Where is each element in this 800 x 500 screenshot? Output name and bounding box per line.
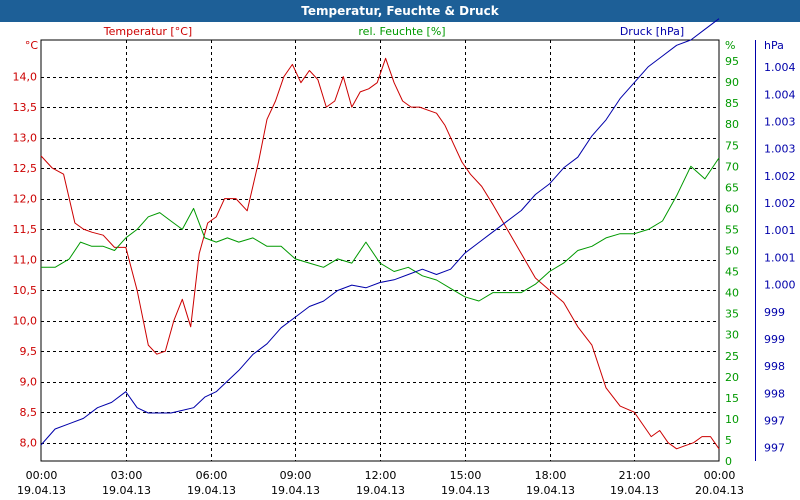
pressure-tick-label: 1.004: [764, 61, 796, 74]
x-tick-date: 19.04.13: [441, 484, 490, 497]
pressure-tick-label: 999: [764, 306, 785, 319]
humidity-tick-label: 95: [725, 55, 739, 68]
humidity-tick-label: 90: [725, 76, 739, 89]
pressure-tick-label: 1.003: [764, 116, 796, 129]
pressure-tick-label: 997: [764, 442, 785, 455]
pressure-tick-label: 1.003: [764, 143, 796, 156]
pressure-tick-label: 1.002: [764, 170, 796, 183]
humidity-tick-label: 20: [725, 371, 739, 384]
temperature-tick-label: 13,5: [13, 101, 38, 114]
humidity-axis-label: rel. Feuchte [%]: [358, 25, 445, 38]
humidity-tick-label: 45: [725, 266, 739, 279]
pressure-tick-label: 998: [764, 387, 785, 400]
pressure-tick-label: 997: [764, 414, 785, 427]
x-tick-time: 03:00: [111, 469, 143, 482]
humidity-unit: %: [725, 39, 735, 52]
x-tick-time: 18:00: [535, 469, 567, 482]
x-tick-time: 15:00: [450, 469, 482, 482]
humidity-tick-label: 50: [725, 245, 739, 258]
x-tick-time: 12:00: [365, 469, 397, 482]
temperature-tick-label: 14,0: [13, 71, 38, 84]
temperature-tick-label: 10,5: [13, 284, 38, 297]
humidity-tick-label: 30: [725, 329, 739, 342]
x-tick-date: 19.04.13: [17, 484, 66, 497]
temperature-series-line: [40, 57, 720, 450]
x-tick-time: 06:00: [196, 469, 228, 482]
temperature-tick-label: 8,0: [20, 437, 38, 450]
humidity-tick-label: 70: [725, 160, 739, 173]
chart-title: Temperatur, Feuchte & Druck: [301, 4, 499, 18]
humidity-tick-label: 25: [725, 350, 739, 363]
x-tick-date: 19.04.13: [187, 484, 236, 497]
humidity-tick-label: 0: [725, 455, 732, 468]
humidity-tick-label: 60: [725, 202, 739, 215]
chart-title-bar: Temperatur, Feuchte & Druck: [0, 0, 800, 22]
temperature-tick-label: 13,0: [13, 132, 38, 145]
x-tick-time: 00:00: [26, 469, 58, 482]
temperature-tick-label: 10,0: [13, 315, 38, 328]
x-tick-date: 20.04.13: [695, 484, 744, 497]
x-tick-time: 00:00: [704, 469, 736, 482]
humidity-tick-label: 65: [725, 181, 739, 194]
temperature-tick-label: 12,0: [13, 193, 38, 206]
humidity-tick-label: 75: [725, 139, 739, 152]
pressure-tick-label: 1.001: [764, 251, 796, 264]
humidity-tick-label: 40: [725, 287, 739, 300]
temperature-tick-label: 12,5: [13, 162, 38, 175]
x-tick-date: 19.04.13: [356, 484, 405, 497]
temperature-tick-label: 9,0: [20, 376, 38, 389]
humidity-series-line: [41, 157, 720, 302]
humidity-tick-label: 55: [725, 223, 739, 236]
x-tick-date: 19.04.13: [102, 484, 151, 497]
temperature-tick-label: 11,5: [13, 223, 38, 236]
pressure-tick-label: 1.000: [764, 279, 796, 292]
pressure-tick-label: 1.001: [764, 224, 796, 237]
x-tick-time: 09:00: [280, 469, 312, 482]
temperature-tick-label: 8,5: [20, 406, 38, 419]
humidity-tick-label: 85: [725, 97, 739, 110]
pressure-series-line: [40, 18, 720, 446]
pressure-axis-label: Druck [hPa]: [620, 25, 684, 38]
x-tick-date: 19.04.13: [610, 484, 659, 497]
pressure-tick-label: 1.004: [764, 88, 796, 101]
temperature-unit: °C: [25, 39, 39, 52]
x-tick-date: 19.04.13: [271, 484, 320, 497]
x-tick-date: 19.04.13: [526, 484, 575, 497]
pressure-tick-label: 999: [764, 333, 785, 346]
temperature-axis-label: Temperatur [°C]: [103, 25, 192, 38]
temperature-tick-label: 9,5: [20, 345, 38, 358]
x-tick-time: 21:00: [619, 469, 651, 482]
humidity-tick-label: 15: [725, 392, 739, 405]
humidity-tick-label: 10: [725, 413, 739, 426]
pressure-unit: hPa: [764, 39, 784, 52]
pressure-tick-label: 998: [764, 360, 785, 373]
humidity-tick-label: 5: [725, 434, 732, 447]
humidity-tick-label: 80: [725, 118, 739, 131]
temperature-tick-label: 11,0: [13, 254, 38, 267]
humidity-tick-label: 35: [725, 308, 739, 321]
pressure-tick-label: 1.002: [764, 197, 796, 210]
